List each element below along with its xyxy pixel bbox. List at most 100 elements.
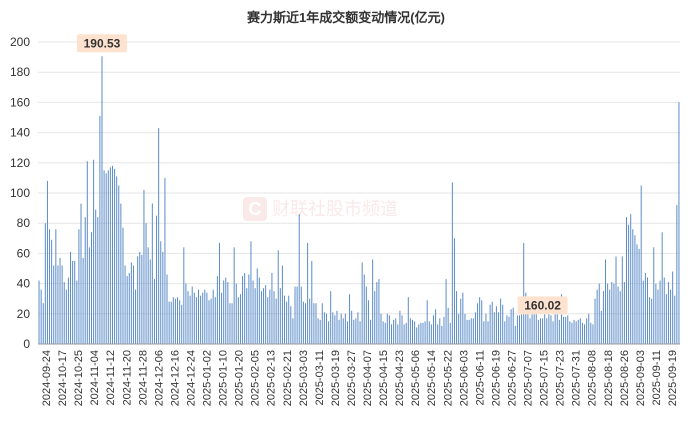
bar bbox=[672, 271, 674, 344]
bar bbox=[82, 257, 84, 344]
y-tick-label: 100 bbox=[10, 186, 30, 200]
bar bbox=[619, 291, 621, 344]
bar bbox=[646, 277, 648, 344]
bar bbox=[51, 239, 53, 344]
bar bbox=[638, 248, 640, 344]
x-tick-label: 2025-07-15 bbox=[539, 350, 551, 406]
bar bbox=[535, 312, 537, 344]
x-tick-label: 2025-07-23 bbox=[555, 350, 567, 406]
y-tick-label: 160 bbox=[10, 95, 30, 109]
bar bbox=[363, 274, 365, 344]
bar bbox=[193, 292, 195, 344]
bar bbox=[361, 262, 363, 344]
bar bbox=[275, 298, 277, 344]
bar bbox=[334, 315, 336, 344]
bar bbox=[256, 268, 258, 344]
bar bbox=[147, 247, 149, 344]
bar bbox=[126, 276, 128, 344]
bar bbox=[44, 223, 46, 344]
bar bbox=[370, 319, 372, 344]
bar bbox=[294, 286, 296, 344]
x-tick-label: 2025-02-05 bbox=[250, 350, 262, 406]
bar bbox=[659, 280, 661, 344]
bar bbox=[302, 301, 304, 344]
bar bbox=[600, 310, 602, 344]
bar bbox=[537, 319, 539, 344]
bar bbox=[170, 301, 172, 344]
bar bbox=[416, 327, 418, 344]
x-tick-label: 2025-01-10 bbox=[218, 350, 230, 406]
bar bbox=[307, 242, 309, 344]
bar bbox=[91, 232, 92, 344]
bar bbox=[332, 312, 334, 344]
bar bbox=[514, 325, 516, 344]
x-tick-label: 2025-01-02 bbox=[202, 350, 214, 406]
bar bbox=[86, 161, 88, 344]
bar bbox=[164, 177, 166, 344]
bar bbox=[657, 289, 659, 344]
bar bbox=[179, 300, 181, 344]
bar bbox=[286, 301, 288, 344]
bar bbox=[116, 176, 118, 344]
bar bbox=[214, 297, 216, 344]
bar bbox=[344, 313, 346, 344]
bar bbox=[414, 321, 416, 344]
bar bbox=[632, 229, 634, 344]
bar bbox=[248, 274, 250, 344]
bar bbox=[135, 289, 137, 344]
bar bbox=[130, 262, 132, 344]
bar bbox=[510, 309, 512, 344]
bar bbox=[76, 280, 78, 344]
bar bbox=[412, 319, 413, 344]
bar bbox=[552, 321, 554, 344]
annotation-label: 160.02 bbox=[524, 298, 561, 312]
bar bbox=[384, 322, 386, 344]
bar bbox=[405, 322, 407, 344]
bar bbox=[523, 242, 525, 344]
bar bbox=[239, 294, 241, 344]
bar bbox=[99, 115, 101, 345]
bar bbox=[430, 324, 432, 344]
bar bbox=[284, 295, 286, 344]
bar bbox=[111, 165, 113, 344]
bar bbox=[65, 289, 67, 344]
bar bbox=[458, 313, 460, 344]
bar bbox=[145, 223, 147, 344]
bar bbox=[84, 217, 86, 344]
bar bbox=[216, 276, 218, 344]
bar bbox=[602, 291, 604, 344]
bar bbox=[315, 303, 317, 344]
bar bbox=[512, 307, 514, 344]
bar bbox=[250, 241, 252, 344]
bar bbox=[53, 265, 55, 344]
bar bbox=[67, 277, 69, 344]
bar bbox=[221, 292, 223, 344]
bar bbox=[443, 316, 445, 344]
bar bbox=[407, 297, 409, 344]
bar bbox=[378, 279, 380, 344]
bar bbox=[338, 319, 340, 344]
bar bbox=[516, 315, 518, 344]
bar bbox=[132, 265, 134, 344]
bar bbox=[399, 310, 401, 344]
bar bbox=[242, 276, 244, 344]
y-tick-label: 40 bbox=[17, 277, 31, 291]
bar bbox=[93, 159, 95, 344]
bar bbox=[260, 291, 262, 344]
bar bbox=[323, 312, 325, 344]
bar bbox=[277, 250, 279, 344]
y-tick-label: 0 bbox=[23, 337, 30, 351]
x-tick-label: 2025-09-03 bbox=[635, 350, 647, 406]
y-tick-label: 120 bbox=[10, 156, 30, 170]
bar bbox=[592, 324, 594, 344]
bar bbox=[72, 260, 74, 344]
bar bbox=[156, 215, 158, 344]
bar bbox=[609, 289, 611, 344]
bar bbox=[80, 203, 82, 344]
x-tick-label: 2025-05-14 bbox=[426, 350, 438, 406]
bar bbox=[548, 312, 550, 344]
bar bbox=[409, 318, 411, 344]
bar bbox=[676, 205, 678, 344]
